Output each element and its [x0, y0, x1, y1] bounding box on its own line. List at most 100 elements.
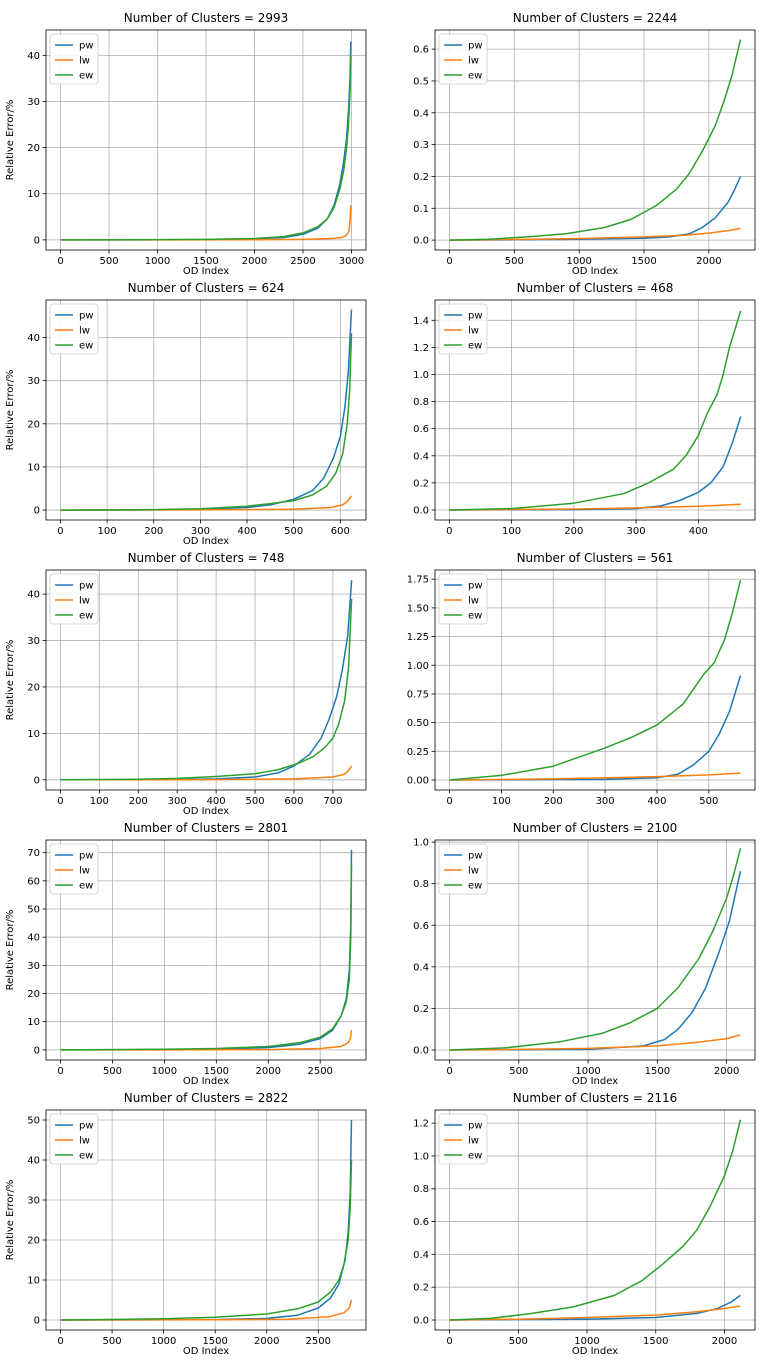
legend-label-ew: ew	[79, 611, 93, 622]
legend-label-ew: ew	[79, 341, 93, 352]
series-line-ew	[449, 1119, 742, 1321]
series-line-ew	[60, 333, 353, 511]
x-tick-label: 500	[509, 1336, 528, 1347]
y-tick-label: 0.00	[407, 776, 429, 787]
x-tick-label: 400	[207, 796, 226, 807]
legend-label-ew: ew	[468, 1151, 482, 1162]
subplot: 0 500 1000 1500 2000 0.0 0.2 0.4 0.6 0.8 1.0 1.2 Num…	[413, 1091, 756, 1357]
x-tick-label: 0	[57, 256, 63, 267]
series-line-ew	[449, 580, 742, 781]
x-tick-label: 300	[596, 796, 615, 807]
y-tick-label: 0	[34, 775, 40, 786]
x-tick-label: 300	[168, 796, 187, 807]
legend-label-pw: pw	[468, 41, 483, 52]
y-tick-label: 10	[27, 189, 40, 200]
y-tick-label: 1.25	[407, 632, 429, 643]
y-tick-label: 0.25	[407, 747, 429, 758]
y-tick-label: 0.4	[413, 451, 429, 462]
y-axis-label: Relative Error/%	[5, 910, 16, 991]
x-tick-label: 2500	[290, 256, 315, 267]
x-axis-label: OD Index	[183, 536, 229, 547]
legend-box	[49, 573, 99, 625]
x-tick-label: 500	[103, 1336, 122, 1347]
y-tick-label: 0.0	[413, 505, 429, 516]
series-line-lw	[60, 1029, 353, 1051]
x-tick-label: 0	[57, 1066, 63, 1077]
series-line-ew	[449, 848, 742, 1051]
x-axis-label: OD Index	[572, 1076, 618, 1087]
y-tick-label: 0.75	[407, 689, 429, 700]
x-tick-label: 2000	[712, 1336, 737, 1347]
series-line-lw	[449, 503, 741, 511]
plot-frame	[434, 839, 756, 1061]
legend: pw lw ew	[438, 1113, 488, 1165]
y-tick-label: 0.0	[413, 1046, 429, 1057]
x-axis-label: OD Index	[572, 266, 618, 277]
x-tick-label: 1000	[151, 1336, 176, 1347]
y-tick-label: 10	[27, 462, 40, 473]
y-tick-label: 40	[27, 333, 40, 344]
subplot: 0 500 1000 1500 2000 2500 0 10 20 30 40 50 60 70 Numbe…	[5, 821, 367, 1087]
legend-label-pw: pw	[79, 581, 94, 592]
legend-label-lw: lw	[79, 596, 90, 607]
legend-label-ew: ew	[468, 71, 482, 82]
x-tick-label: 1000	[575, 1066, 600, 1077]
x-tick-label: 1500	[202, 1336, 227, 1347]
series-line-lw	[60, 1299, 353, 1321]
x-tick-label: 100	[502, 526, 521, 537]
legend: pw lw ew	[49, 33, 99, 85]
x-tick-label: 200	[544, 796, 563, 807]
series-line-lw	[449, 227, 741, 241]
y-tick-label: 10	[27, 1276, 40, 1287]
x-tick-label: 2000	[714, 1066, 739, 1077]
y-tick-label: 0.3	[413, 140, 429, 151]
y-tick-label: 30	[27, 97, 40, 108]
x-tick-label: 100	[98, 526, 117, 537]
x-axis-label: OD Index	[183, 806, 229, 817]
x-tick-label: 200	[144, 526, 163, 537]
legend-label-pw: pw	[79, 311, 94, 322]
y-tick-label: 0	[34, 235, 40, 246]
x-tick-label: 0	[446, 796, 452, 807]
x-tick-label: 1500	[204, 1066, 229, 1077]
x-tick-label: 200	[129, 796, 148, 807]
legend-label-ew: ew	[79, 881, 93, 892]
x-tick-label: 300	[627, 526, 646, 537]
y-tick-label: 0.8	[413, 879, 429, 890]
x-tick-label: 300	[191, 526, 210, 537]
series-line-pw	[449, 675, 742, 781]
series-line-lw	[449, 1305, 741, 1321]
y-tick-label: 0.0	[413, 236, 429, 247]
y-tick-label: 0.2	[413, 1283, 429, 1294]
x-tick-label: 0	[446, 1066, 452, 1077]
y-tick-label: 0.6	[413, 45, 429, 56]
legend-box	[49, 1113, 99, 1165]
y-tick-label: 1.0	[413, 1151, 429, 1162]
legend-label-lw: lw	[468, 1136, 479, 1147]
legend-box	[438, 843, 488, 895]
x-tick-label: 600	[284, 796, 303, 807]
legend-label-pw: pw	[79, 851, 94, 862]
x-axis-label: OD Index	[183, 266, 229, 277]
legend-box	[49, 843, 99, 895]
y-tick-label: 30	[27, 1196, 40, 1207]
legend-label-ew: ew	[468, 881, 482, 892]
x-tick-label: 1000	[566, 256, 591, 267]
x-axis-label: OD Index	[183, 1346, 229, 1357]
y-tick-label: 10	[27, 729, 40, 740]
x-tick-label: 0	[57, 796, 63, 807]
x-tick-label: 500	[103, 1066, 122, 1077]
series-line-ew	[449, 39, 742, 241]
x-tick-label: 3000	[339, 256, 364, 267]
x-tick-label: 600	[331, 526, 350, 537]
y-tick-label: 20	[27, 143, 40, 154]
plot-frame	[45, 299, 367, 521]
x-axis-label: OD Index	[572, 1346, 618, 1357]
plot-frame	[45, 569, 367, 791]
x-tick-label: 500	[284, 526, 303, 537]
series-line-lw	[449, 772, 741, 781]
legend-label-lw: lw	[79, 56, 90, 67]
legend-box	[438, 33, 488, 85]
plot-frame	[434, 569, 756, 791]
y-tick-label: 0.8	[413, 1184, 429, 1195]
